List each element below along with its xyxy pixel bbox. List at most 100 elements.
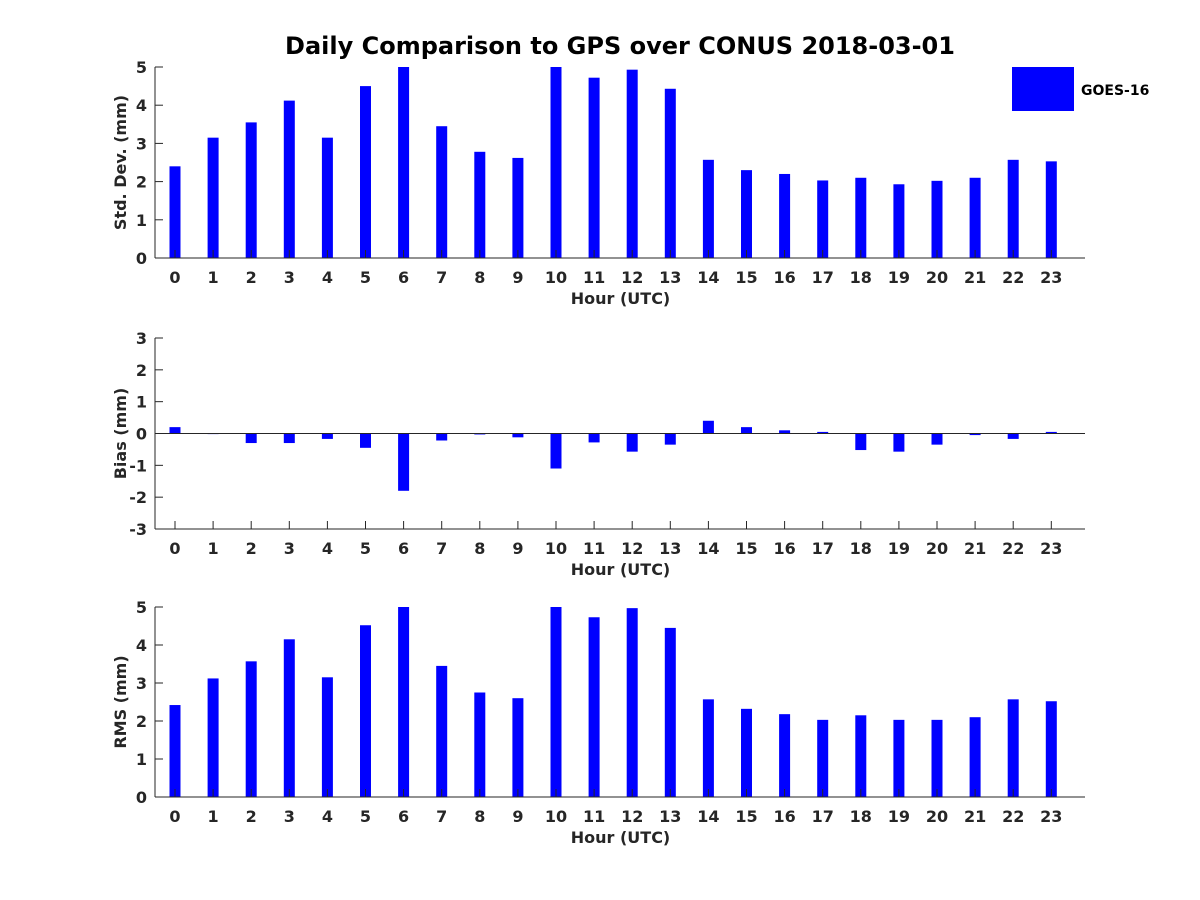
bar-bias-2: [245, 433, 257, 444]
x-tick-label-bias: 14: [697, 539, 719, 558]
x-tick-label-rms: 11: [583, 807, 605, 826]
bar-rms-12: [626, 608, 638, 797]
bar-std-18: [855, 177, 867, 258]
legend: GOES-16: [1012, 67, 1149, 111]
bar-rms-0: [169, 705, 181, 797]
x-tick-label-std: 7: [436, 268, 447, 287]
bar-bias-16: [779, 430, 791, 434]
bar-std-7: [436, 126, 448, 259]
x-tick-label-std: 0: [169, 268, 180, 287]
x-tick-label-std: 23: [1040, 268, 1062, 287]
x-tick-label-std: 22: [1002, 268, 1024, 287]
bar-rms-14: [702, 699, 714, 797]
bar-bias-20: [931, 433, 943, 445]
x-tick-label-std: 21: [964, 268, 986, 287]
bar-std-14: [702, 159, 714, 258]
x-tick-label-rms: 6: [398, 807, 409, 826]
x-tick-label-rms: 2: [246, 807, 257, 826]
y-axis-label-std: Std. Dev. (mm): [111, 95, 130, 230]
y-tick-label-rms: 4: [136, 636, 147, 655]
bar-std-16: [779, 173, 791, 258]
bar-bias-3: [283, 433, 295, 444]
x-tick-label-std: 17: [812, 268, 834, 287]
x-tick-label-std: 3: [284, 268, 295, 287]
x-tick-label-std: 18: [850, 268, 872, 287]
y-tick-label-rms: 3: [136, 674, 147, 693]
bar-std-12: [626, 69, 638, 258]
x-tick-label-rms: 23: [1040, 807, 1062, 826]
x-tick-label-std: 20: [926, 268, 948, 287]
x-tick-label-bias: 13: [659, 539, 681, 558]
x-tick-label-std: 16: [773, 268, 795, 287]
bar-bias-11: [588, 433, 600, 443]
x-tick-label-rms: 12: [621, 807, 643, 826]
bar-bias-4: [321, 433, 333, 439]
x-tick-label-std: 8: [474, 268, 485, 287]
x-axis-label-std: Hour (UTC): [571, 289, 671, 308]
y-tick-label-std: 4: [136, 96, 147, 115]
x-tick-label-bias: 12: [621, 539, 643, 558]
y-tick-label-bias: 1: [136, 393, 147, 412]
bar-std-13: [664, 88, 676, 258]
x-tick-label-rms: 13: [659, 807, 681, 826]
y-tick-label-rms: 2: [136, 712, 147, 731]
x-tick-label-bias: 11: [583, 539, 605, 558]
bar-rms-6: [398, 607, 410, 797]
x-tick-label-rms: 3: [284, 807, 295, 826]
y-tick-label-rms: 0: [136, 788, 147, 807]
x-tick-label-rms: 5: [360, 807, 371, 826]
x-tick-label-rms: 4: [322, 807, 333, 826]
x-tick-label-rms: 16: [773, 807, 795, 826]
x-axis-label-rms: Hour (UTC): [571, 828, 671, 847]
y-tick-label-bias: 3: [136, 329, 147, 348]
bar-std-0: [169, 166, 181, 258]
y-tick-label-std: 1: [136, 211, 147, 230]
bar-std-2: [245, 122, 257, 258]
bar-bias-21: [969, 433, 981, 436]
x-tick-label-std: 9: [512, 268, 523, 287]
legend-swatch: [1012, 67, 1074, 111]
bar-rms-3: [283, 639, 295, 797]
x-tick-label-bias: 23: [1040, 539, 1062, 558]
x-tick-label-bias: 22: [1002, 539, 1024, 558]
bar-bias-14: [702, 420, 714, 434]
bar-std-20: [931, 180, 943, 258]
bar-rms-8: [474, 692, 486, 797]
y-axis-label-rms: RMS (mm): [111, 655, 130, 748]
bar-bias-15: [741, 427, 752, 434]
bar-rms-13: [664, 627, 676, 797]
bar-rms-5: [360, 625, 371, 797]
y-tick-label-bias: -2: [129, 488, 147, 507]
bar-std-6: [398, 67, 410, 258]
x-tick-label-bias: 9: [512, 539, 523, 558]
x-tick-label-rms: 14: [697, 807, 719, 826]
x-tick-label-std: 4: [322, 268, 333, 287]
x-tick-label-rms: 20: [926, 807, 948, 826]
bar-rms-16: [779, 714, 791, 797]
bar-bias-19: [893, 433, 905, 452]
x-tick-label-std: 2: [246, 268, 257, 287]
bar-std-21: [969, 177, 981, 258]
bar-rms-2: [245, 661, 257, 797]
bar-rms-4: [321, 677, 333, 797]
y-tick-label-bias: -1: [129, 456, 147, 475]
x-tick-label-std: 15: [735, 268, 757, 287]
bar-rms-18: [855, 715, 867, 797]
x-axis-label-bias: Hour (UTC): [571, 560, 671, 579]
bar-rms-1: [207, 678, 219, 797]
bar-rms-9: [512, 698, 524, 797]
x-tick-label-std: 5: [360, 268, 371, 287]
bar-bias-6: [398, 433, 410, 491]
bar-bias-23: [1045, 431, 1057, 434]
x-tick-label-rms: 18: [850, 807, 872, 826]
bar-rms-22: [1007, 699, 1019, 797]
bar-rms-10: [550, 607, 562, 797]
bar-std-1: [207, 137, 219, 258]
y-tick-label-bias: 0: [136, 425, 147, 444]
x-tick-label-bias: 0: [169, 539, 180, 558]
x-tick-label-rms: 10: [545, 807, 567, 826]
x-tick-label-rms: 22: [1002, 807, 1024, 826]
